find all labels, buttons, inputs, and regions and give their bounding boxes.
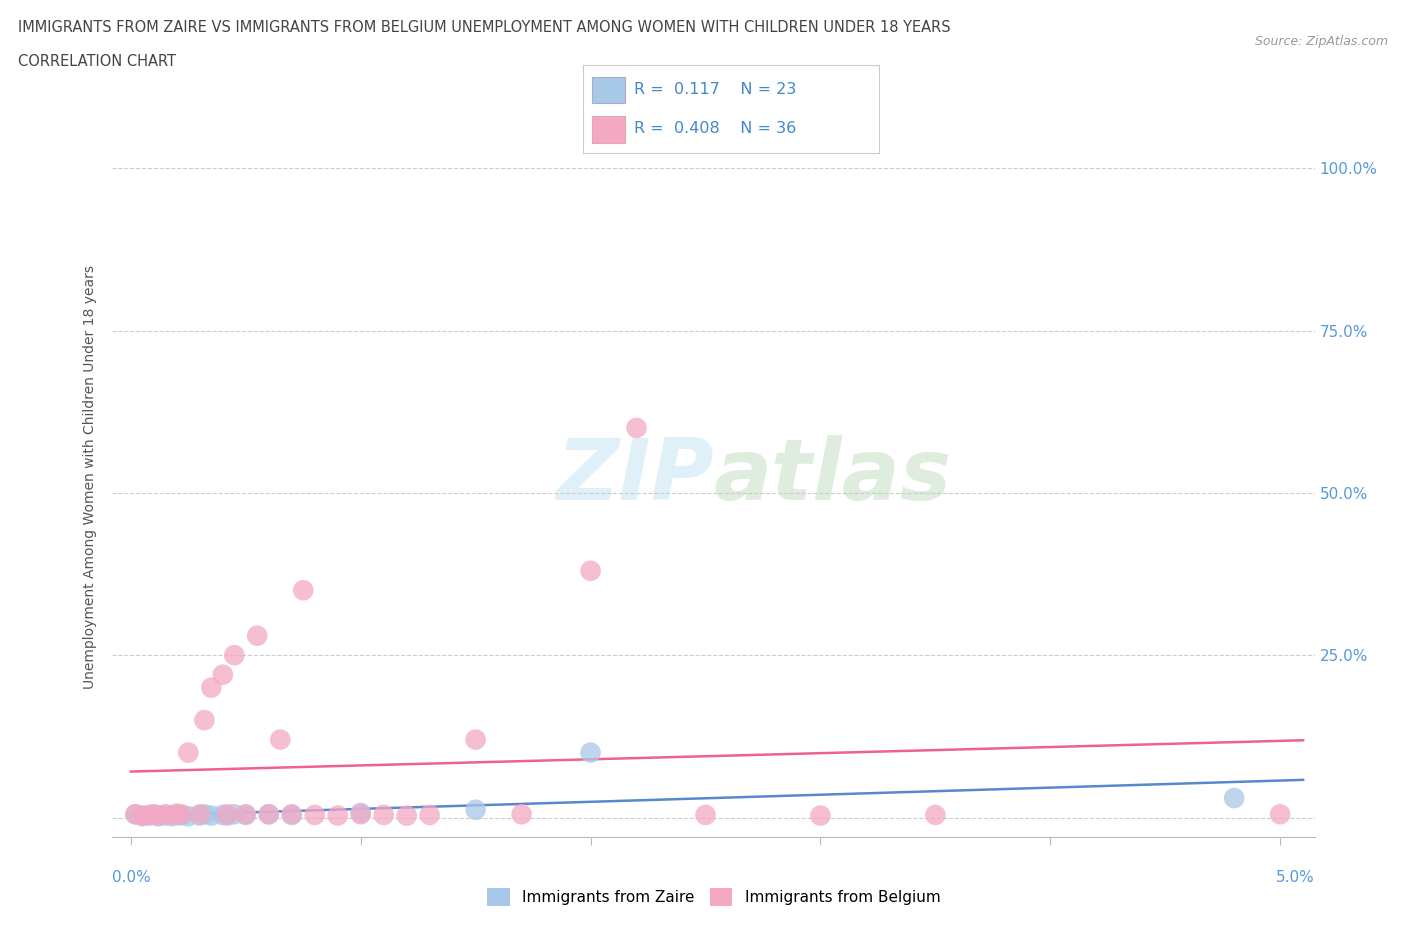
Text: ZIP: ZIP [555, 435, 713, 518]
Point [188, 807, 211, 822]
Text: 0.0%: 0.0% [112, 870, 152, 884]
Point [217, 808, 239, 823]
Point [419, 807, 441, 822]
FancyBboxPatch shape [592, 76, 624, 103]
Point [217, 807, 239, 822]
Point [138, 808, 160, 823]
Point [224, 807, 246, 822]
Point [142, 807, 165, 822]
Point [211, 667, 233, 682]
Y-axis label: Unemployment Among Women with Children Under 18 years: Unemployment Among Women with Children U… [83, 265, 97, 688]
Text: IMMIGRANTS FROM ZAIRE VS IMMIGRANTS FROM BELGIUM UNEMPLOYMENT AMONG WOMEN WITH C: IMMIGRANTS FROM ZAIRE VS IMMIGRANTS FROM… [18, 20, 950, 35]
Point [162, 809, 184, 824]
Point [350, 807, 373, 822]
Point [162, 807, 184, 822]
Point [395, 808, 418, 823]
Point [257, 807, 280, 822]
Legend: Immigrants from Zaire, Immigrants from Belgium: Immigrants from Zaire, Immigrants from B… [481, 883, 946, 912]
Point [155, 808, 177, 823]
Point [188, 808, 211, 823]
Point [193, 807, 215, 822]
Point [177, 809, 200, 824]
Point [211, 807, 233, 822]
Point [326, 808, 349, 823]
Point [1223, 790, 1246, 805]
Point [200, 808, 222, 823]
Point [200, 680, 222, 695]
Point [292, 583, 315, 598]
Point [281, 807, 304, 822]
Text: atlas: atlas [713, 435, 952, 518]
Point [924, 807, 946, 822]
Text: R =  0.408    N = 36: R = 0.408 N = 36 [634, 121, 796, 136]
Point [304, 807, 326, 822]
Point [810, 808, 832, 823]
Point [626, 420, 648, 435]
Point [155, 807, 177, 822]
Point [373, 807, 395, 822]
Point [166, 807, 188, 822]
Point [224, 648, 246, 663]
Point [235, 807, 257, 822]
Point [148, 809, 170, 824]
Point [464, 732, 486, 747]
FancyBboxPatch shape [592, 116, 624, 143]
Text: CORRELATION CHART: CORRELATION CHART [18, 54, 176, 69]
Point [579, 564, 602, 578]
Point [246, 629, 269, 644]
Point [148, 808, 170, 823]
Point [193, 712, 215, 727]
Point [281, 807, 304, 822]
Point [510, 807, 533, 822]
Point [124, 807, 146, 822]
Point [464, 803, 486, 817]
Point [579, 745, 602, 760]
Point [257, 807, 280, 822]
Point [124, 807, 146, 822]
Point [235, 807, 257, 822]
Text: R =  0.117    N = 23: R = 0.117 N = 23 [634, 82, 796, 97]
Point [170, 808, 193, 823]
Text: 5.0%: 5.0% [1275, 870, 1315, 884]
Point [166, 806, 188, 821]
Text: Source: ZipAtlas.com: Source: ZipAtlas.com [1254, 35, 1388, 48]
Point [131, 808, 153, 823]
Point [170, 807, 193, 822]
Point [695, 807, 717, 822]
Point [1268, 807, 1291, 822]
Point [269, 732, 291, 747]
Point [350, 805, 373, 820]
Point [138, 807, 160, 822]
Point [177, 745, 200, 760]
Point [142, 807, 165, 822]
Point [131, 809, 153, 824]
